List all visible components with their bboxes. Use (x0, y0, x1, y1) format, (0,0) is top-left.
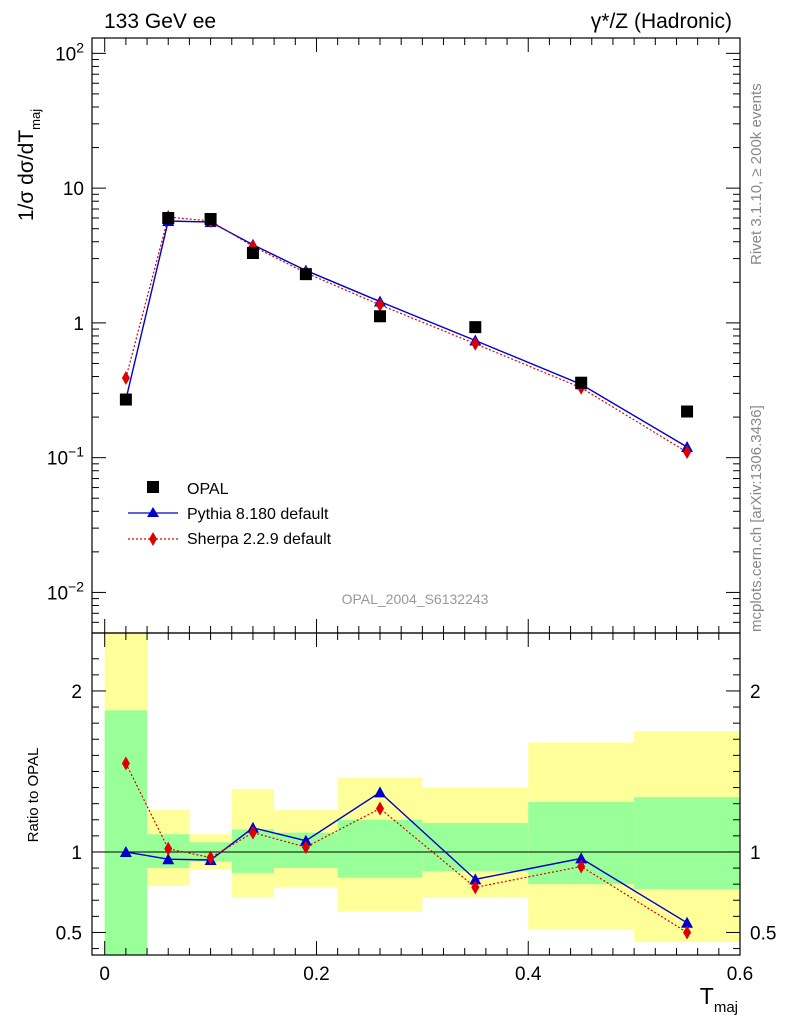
x-tick-label: 0 (99, 964, 110, 985)
legend-opal-marker (147, 481, 159, 493)
ratio-sherpa-point (121, 756, 130, 771)
ratio-sherpa-point (164, 841, 173, 856)
ratio-band-green (422, 822, 529, 872)
ratio-sherpa-point (471, 880, 480, 895)
ratio-y-tick-label: 0.5 (56, 923, 82, 944)
main-opal-point (246, 247, 259, 260)
main-y-tick-label: 1 (73, 314, 84, 335)
rivet-label: Rivet 3.1.10, ≥ 200k events (748, 83, 765, 265)
main-y-tick-label: 10 (63, 179, 84, 200)
legend-pythia-marker (147, 507, 159, 517)
x-tick-label: 0.4 (515, 964, 542, 985)
main-sherpa-point (376, 297, 384, 312)
x-axis-label: Tmaj (700, 983, 738, 1016)
main-opal-point (204, 213, 217, 226)
ratio-pythia-point (469, 873, 482, 885)
process-label: γ*/Z (Hadronic) (591, 10, 732, 33)
ratio-pythia-point (374, 786, 386, 798)
ratio-sherpa-point (376, 801, 384, 816)
ratio-y-tick-label-right: 2 (750, 682, 761, 703)
ratio-y-axis-label: Ratio to OPAL (25, 748, 42, 843)
main-opal-point (575, 376, 588, 389)
main-opal-point (162, 212, 175, 225)
ratio-frame (91, 632, 741, 956)
ratio-y-tick-label: 1 (71, 843, 82, 864)
ratio-sherpa-point (248, 825, 257, 840)
main-opal-point (469, 321, 482, 334)
legend-pythia-label: Pythia 8.180 default (187, 506, 329, 523)
ratio-series (119, 756, 694, 940)
ratio-sherpa-point (206, 850, 215, 865)
legend-opal-label: OPAL (187, 481, 229, 498)
ratio-band-green (337, 819, 423, 878)
mcplots-label: mcplots.cern.ch [arXiv:1306.3436] (748, 405, 765, 632)
main-series (119, 210, 694, 460)
ratio-pythia-point (681, 916, 694, 928)
legend: OPAL Pythia 8.180 default Sherpa 2.2.9 d… (128, 481, 332, 548)
main-opal-point (119, 393, 132, 406)
ratio-axes: 0.5 0.5 1 1 2 2 0 0.2 0.4 0.6 Ratio to OPAL Tmaj (25, 632, 776, 1016)
ratio-pythia-point (162, 853, 175, 865)
main-sherpa-point (683, 445, 692, 460)
main-sherpa-point (121, 371, 130, 386)
main-y-axis-label: 1/σ dσ/dTmaj (15, 109, 43, 221)
main-axes: 10−2 10−1 1 10 102 1/σ dσ/dTmaj (15, 37, 741, 634)
main-y-tick-label: 102 (55, 39, 84, 65)
ratio-sherpa-point (683, 925, 692, 940)
ratio-band-green (104, 710, 148, 955)
main-pythia-line (125, 220, 688, 448)
x-tick-label: 0.6 (727, 964, 753, 985)
ratio-y-tick-label: 2 (71, 682, 82, 703)
ratio-y-tick-label-right: 0.5 (750, 923, 776, 944)
main-sherpa-line (125, 216, 688, 453)
main-opal-point (299, 268, 312, 281)
energy-label: 133 GeV ee (104, 10, 216, 33)
ratio-y-tick-label-right: 1 (750, 843, 761, 864)
main-sherpa-point (471, 336, 480, 351)
analysis-id: OPAL_2004_S6132243 (342, 591, 489, 607)
main-y-tick-label: 10−2 (47, 578, 84, 604)
legend-sherpa-label: Sherpa 2.2.9 default (187, 531, 332, 548)
ratio-pythia-point (575, 852, 588, 864)
main-opal-point (374, 310, 386, 323)
ratio-sherpa-point (577, 859, 586, 874)
x-tick-label: 0.2 (303, 964, 329, 985)
ratio-band-green (634, 797, 740, 889)
ratio-pythia-point (119, 845, 132, 857)
ratio-sherpa-point (301, 840, 310, 855)
main-opal-point (681, 405, 694, 418)
main-y-tick-label: 10−1 (47, 444, 84, 470)
ratio-sherpa-line (125, 763, 688, 933)
legend-sherpa-marker (149, 532, 157, 546)
